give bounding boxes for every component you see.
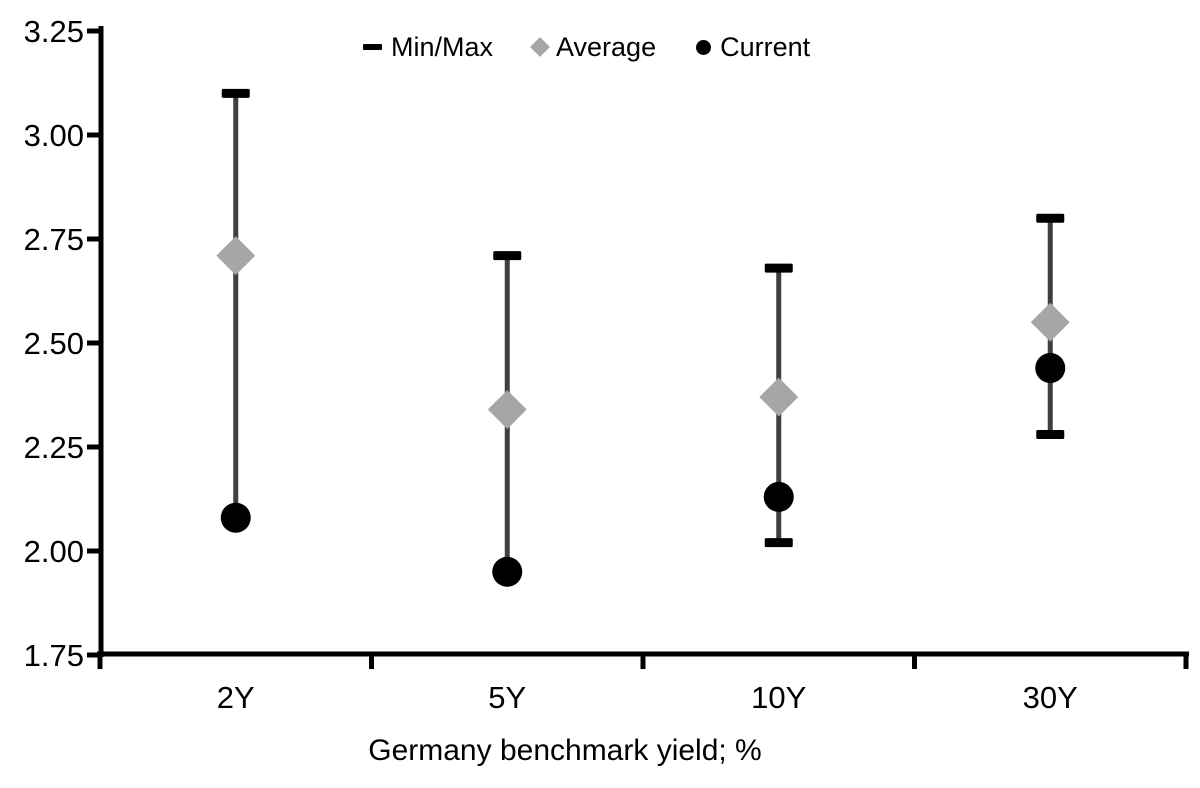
- chart-legend: Min/Max Average Current: [363, 29, 810, 65]
- minmax-dash-icon: [363, 44, 382, 50]
- max-cap-2Y: [221, 88, 250, 98]
- current-marker-2Y: [220, 502, 251, 533]
- average-marker-5Y: [487, 390, 527, 430]
- y-tick-label: 3.00: [24, 118, 84, 153]
- y-tick-label: 2.50: [24, 326, 84, 361]
- average-marker-2Y: [216, 236, 256, 276]
- legend-item-average: Average: [530, 31, 657, 63]
- current-marker-30Y: [1035, 352, 1066, 383]
- x-tick-label-5Y: 5Y: [488, 680, 526, 715]
- max-cap-30Y: [1036, 213, 1065, 223]
- x-tick-label-10Y: 10Y: [751, 680, 806, 715]
- x-tick-label-30Y: 30Y: [1023, 680, 1078, 715]
- y-tick-label: 2.75: [24, 222, 84, 257]
- y-tick-label: 2.25: [24, 430, 84, 465]
- legend-label-average: Average: [556, 31, 657, 62]
- legend-item-minmax: Min/Max: [363, 32, 493, 63]
- max-cap-5Y: [493, 251, 522, 261]
- y-tick-label: 3.25: [24, 14, 84, 49]
- current-circle-icon: [696, 39, 712, 55]
- min-cap-10Y: [764, 538, 793, 548]
- y-tick-label: 1.75: [24, 638, 84, 673]
- y-tick-label: 2.00: [24, 534, 84, 569]
- legend-label-current: Current: [720, 31, 811, 62]
- max-cap-10Y: [764, 263, 793, 273]
- x-axis-title: Germany benchmark yield; %: [368, 734, 762, 767]
- min-cap-30Y: [1036, 430, 1065, 440]
- x-tick-label-2Y: 2Y: [217, 680, 255, 715]
- average-marker-10Y: [759, 377, 799, 417]
- average-marker-30Y: [1030, 302, 1070, 342]
- legend-label-minmax: Min/Max: [391, 31, 494, 62]
- legend-item-current: Current: [696, 32, 810, 63]
- current-marker-10Y: [763, 481, 794, 512]
- current-marker-5Y: [492, 556, 523, 587]
